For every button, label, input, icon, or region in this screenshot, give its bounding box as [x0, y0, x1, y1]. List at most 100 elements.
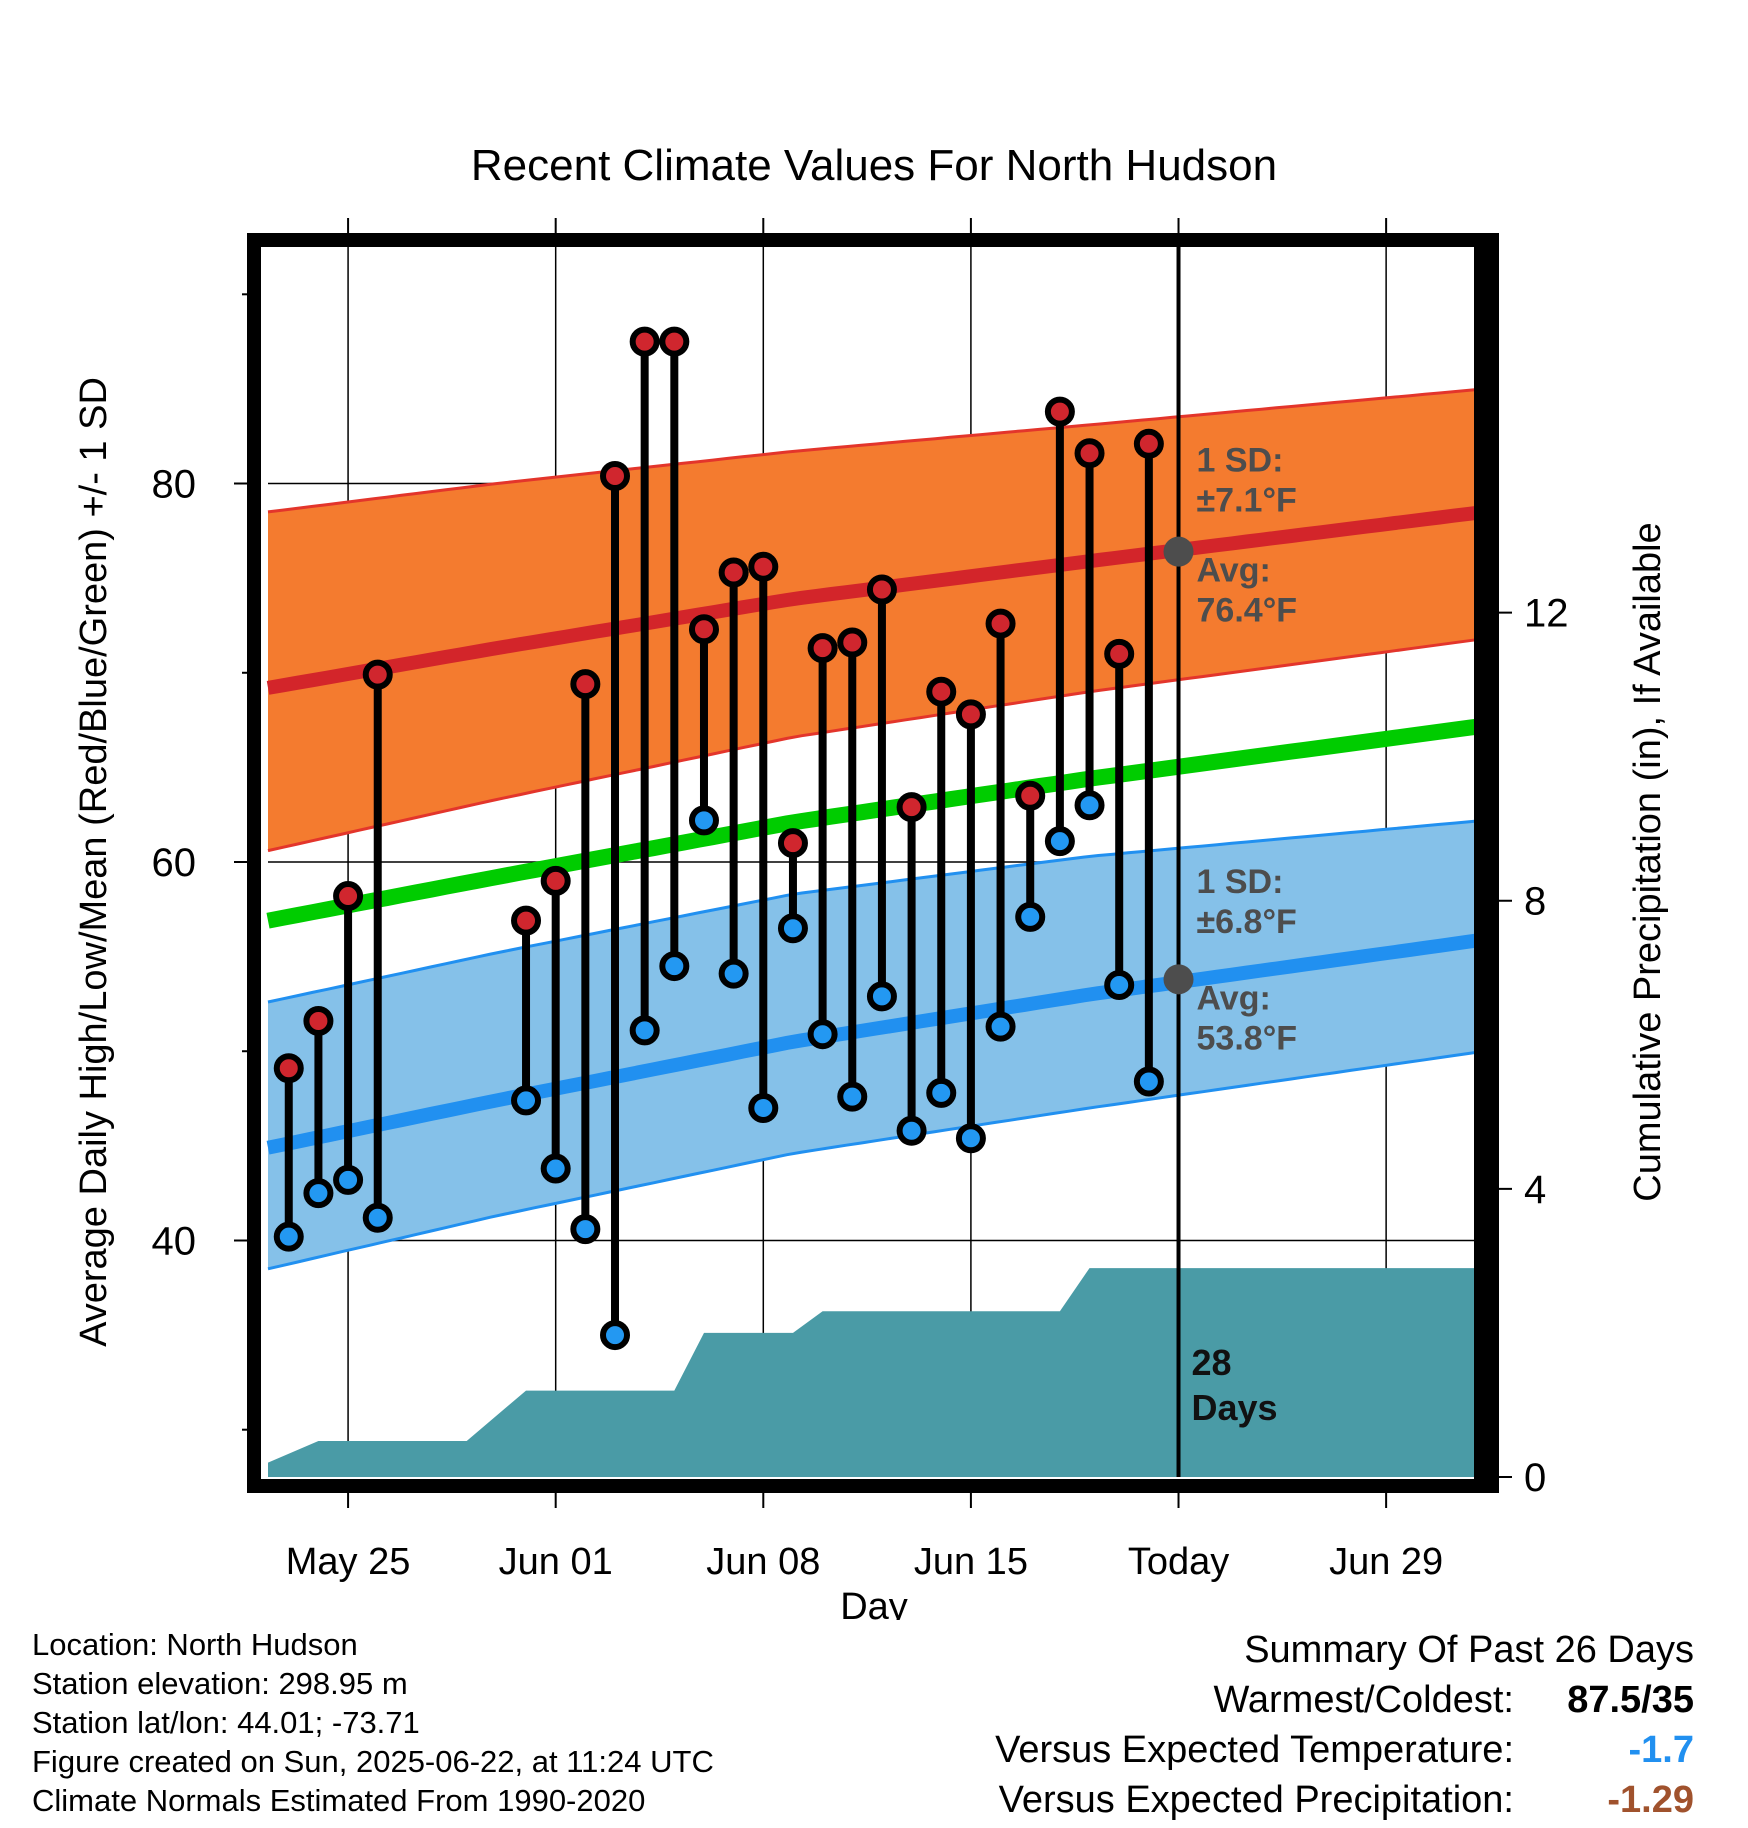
latlon-text: Station lat/lon: 44.01; -73.71 [32, 1705, 420, 1740]
x-tick-label: Jun 08 [706, 1541, 820, 1583]
days-count: 28 [1192, 1342, 1232, 1383]
y-left-tick-label: 60 [152, 841, 197, 885]
daily-low-point [273, 1221, 304, 1252]
daily-low-point [866, 981, 897, 1012]
temp-value: -1.7 [1628, 1729, 1694, 1771]
daily-high-point [688, 614, 719, 645]
low-sd-title: 1 SD: [1197, 863, 1284, 901]
low-sd-value: ±6.8°F [1197, 903, 1297, 941]
chart-title: Recent Climate Values For North Hudson [471, 141, 1277, 190]
precip-label: Versus Expected Precipitation: [998, 1779, 1514, 1821]
low-sd-lower-edge [267, 1049, 1485, 1271]
daily-high-point [333, 881, 364, 912]
precip-area [268, 1268, 1484, 1477]
daily-high-point [1074, 438, 1105, 469]
daily-low-point [659, 951, 690, 982]
y-right-axis-title: Cumulative Precipitation (in), If Availa… [1627, 522, 1669, 1201]
daily-high-point [926, 676, 957, 707]
high-sd-lower-edge [267, 637, 1485, 853]
y-left-tick-label: 80 [152, 463, 197, 507]
y-right-tick-label: 8 [1524, 880, 1546, 924]
days-word: Days [1192, 1387, 1278, 1428]
daily-high-point [748, 551, 779, 582]
normal-mean-line [266, 717, 1486, 929]
high-sd-band [268, 388, 1484, 851]
daily-high-point [985, 608, 1016, 639]
daily-low-point [570, 1214, 601, 1245]
daily-low-point [777, 913, 808, 944]
high-sd-title: 1 SD: [1197, 442, 1284, 480]
daily-high-point [1104, 638, 1135, 669]
x-axis-title: Day [840, 1586, 908, 1620]
daily-low-point [688, 805, 719, 836]
low-avg-value: 53.8°F [1197, 1019, 1298, 1057]
daily-low-point [896, 1115, 927, 1146]
daily-high-point [273, 1053, 304, 1084]
low-avg-title: Avg: [1197, 979, 1271, 1017]
daily-high-point [303, 1005, 334, 1036]
summary-temp: Versus Expected Temperature: -1.7 [995, 1725, 1694, 1775]
daily-high-point [362, 659, 393, 690]
daily-low-point [362, 1202, 393, 1233]
normal-low-line [266, 932, 1485, 1155]
daily-low-point [985, 1011, 1016, 1042]
daily-low-point [600, 1320, 631, 1351]
daily-low-point [748, 1093, 779, 1123]
x-tick-label: May 25 [286, 1541, 411, 1583]
precip-value: -1.29 [1607, 1779, 1694, 1821]
station-info: Location: North Hudson Station elevation… [32, 1625, 714, 1820]
x-tick-label: Jun 15 [914, 1541, 1028, 1583]
low-sd-upper-edge [267, 818, 1485, 1004]
daily-low-point [1074, 790, 1105, 821]
daily-low-point [955, 1123, 986, 1154]
high-sd-upper-edge [267, 387, 1485, 514]
daily-high-point [866, 574, 897, 605]
normals-text: Climate Normals Estimated From 1990-2020 [32, 1783, 646, 1818]
daily-high-point [807, 633, 838, 664]
y-right-tick-label: 4 [1524, 1168, 1546, 1212]
high-avg-title: Avg: [1197, 552, 1271, 590]
today-high-avg-marker [1163, 536, 1194, 567]
daily-low-point [1044, 826, 1075, 857]
x-tick-label: Jun 01 [499, 1541, 613, 1583]
high-avg-value: 76.4°F [1197, 592, 1298, 630]
daily-high-point [896, 792, 927, 823]
summary-panel: Summary Of Past 26 Days Warmest/Coldest:… [995, 1625, 1694, 1825]
y-right-tick-label: 12 [1524, 592, 1569, 636]
daily-low-point [540, 1153, 571, 1184]
y-left-tick-label: 40 [152, 1219, 197, 1263]
daily-low-point [1104, 970, 1135, 1000]
daily-low-point [807, 1019, 838, 1050]
location-text: Location: North Hudson [32, 1627, 358, 1662]
daily-low-point [1133, 1066, 1164, 1097]
warm-cold-label: Warmest/Coldest: [1213, 1679, 1514, 1721]
x-tick-label: Jun 29 [1329, 1541, 1443, 1583]
elevation-text: Station elevation: 298.95 m [32, 1666, 408, 1701]
daily-low-point [926, 1077, 957, 1108]
daily-high-point [777, 828, 808, 859]
daily-high-point [1133, 428, 1164, 459]
daily-high-point [629, 326, 660, 357]
summary-warm-cold: Warmest/Coldest: 87.5/35 [995, 1675, 1694, 1725]
daily-high-point [837, 627, 868, 658]
y-right-tick-label: 0 [1524, 1456, 1546, 1500]
daily-low-point [333, 1164, 364, 1195]
climate-chart: Recent Climate Values For North Hudson 1… [73, 141, 1669, 1620]
daily-high-point [540, 865, 571, 896]
today-low-avg-marker [1163, 964, 1194, 995]
warm-cold-value: 87.5/35 [1567, 1679, 1694, 1721]
daily-low-point [629, 1015, 660, 1046]
daily-low-point [1015, 901, 1046, 932]
created-text: Figure created on Sun, 2025-06-22, at 11… [32, 1744, 714, 1779]
summary-heading: Summary Of Past 26 Days [1244, 1629, 1694, 1671]
summary-precip: Versus Expected Precipitation: -1.29 [995, 1775, 1694, 1825]
daily-low-point [303, 1178, 334, 1209]
daily-high-point [955, 699, 986, 730]
daily-high-point [1015, 780, 1046, 811]
daily-high-point [511, 905, 542, 936]
high-sd-value: ±7.1°F [1197, 482, 1297, 520]
daily-low-point [718, 958, 749, 989]
daily-low-point [837, 1081, 868, 1112]
daily-low-point [511, 1085, 542, 1116]
daily-high-point [718, 557, 749, 588]
